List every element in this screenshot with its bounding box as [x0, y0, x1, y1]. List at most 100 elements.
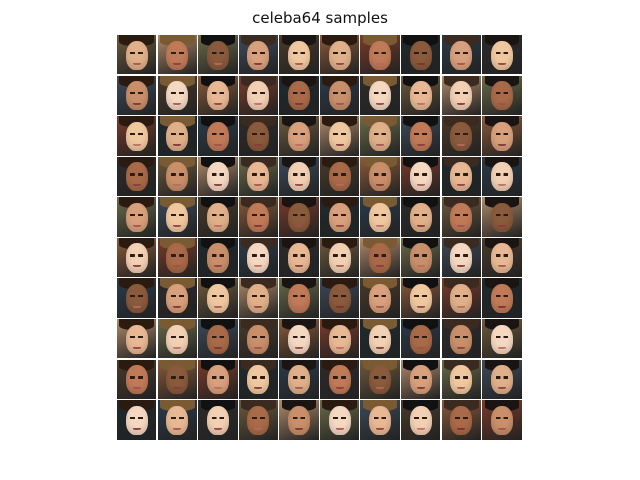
face-eyes: [373, 295, 387, 298]
face-eyes: [211, 173, 225, 176]
face-mouth: [173, 143, 182, 146]
sample-image: [482, 156, 522, 197]
sample-image: [117, 278, 157, 318]
sample-image: [319, 237, 360, 278]
face-eyes: [414, 416, 428, 420]
sample-image: [198, 319, 238, 359]
sample-image: [441, 237, 482, 278]
sample-image: [198, 75, 238, 115]
face-eyes: [170, 173, 184, 176]
face-mouth: [295, 184, 303, 187]
face-eyes: [252, 376, 265, 379]
face-mouth: [173, 265, 182, 268]
sample-image: [482, 278, 522, 318]
face-mouth: [497, 265, 506, 268]
face-mouth: [254, 387, 263, 390]
face-eyes: [373, 51, 387, 54]
face-eyes: [292, 376, 306, 379]
sample-image: [441, 156, 482, 197]
face-eyes: [211, 254, 225, 257]
sample-image: [238, 116, 279, 156]
face-eyes: [292, 295, 306, 298]
sample-image: [482, 75, 522, 115]
face-mouth: [173, 427, 182, 430]
sample-image: [198, 278, 238, 318]
face-mouth: [376, 184, 385, 187]
sample-image: [319, 116, 360, 156]
face-mouth: [173, 224, 182, 227]
face-eyes: [292, 173, 306, 176]
face-eyes: [170, 51, 184, 54]
sample-image: [401, 116, 441, 156]
face-mouth: [416, 143, 425, 146]
sample-image: [198, 156, 238, 197]
sample-image: [238, 35, 279, 75]
face-eyes: [455, 254, 468, 257]
face-mouth: [132, 346, 141, 349]
face-eyes: [455, 376, 468, 379]
face-mouth: [295, 265, 303, 268]
sample-image: [279, 400, 319, 440]
face-eyes: [333, 213, 346, 217]
sample-image: [441, 400, 482, 440]
face-mouth: [457, 103, 466, 106]
sample-image: [441, 197, 482, 237]
sample-image: [319, 75, 360, 115]
face-eyes: [495, 335, 509, 338]
face-mouth: [457, 143, 466, 146]
face-mouth: [213, 387, 222, 390]
sample-image: [319, 359, 360, 400]
sample-image: [238, 359, 279, 400]
sample-image: [157, 319, 197, 359]
face-eyes: [292, 92, 306, 95]
face-mouth: [335, 143, 344, 146]
face-mouth: [457, 306, 466, 308]
face-mouth: [416, 427, 425, 430]
sample-image: [117, 400, 157, 440]
face-eyes: [292, 51, 306, 54]
face-eyes: [414, 173, 428, 176]
face-mouth: [416, 184, 425, 187]
face-mouth: [173, 306, 182, 308]
face-mouth: [213, 143, 222, 146]
face-eyes: [333, 254, 346, 257]
face-mouth: [213, 346, 222, 349]
sample-image: [482, 400, 522, 440]
sample-image: [157, 156, 197, 197]
sample-image: [198, 197, 238, 237]
sample-image: [238, 156, 279, 197]
sample-image: [401, 156, 441, 197]
face-mouth: [254, 265, 263, 268]
face-mouth: [295, 387, 303, 390]
face-eyes: [333, 92, 346, 95]
sample-image: [401, 75, 441, 115]
face-eyes: [130, 51, 143, 54]
face-mouth: [376, 306, 385, 308]
sample-image: [198, 359, 238, 400]
face-mouth: [254, 306, 263, 308]
face-eyes: [373, 416, 387, 420]
face-eyes: [333, 51, 346, 54]
sample-image: [117, 35, 157, 75]
face-mouth: [376, 143, 385, 146]
sample-image: [198, 237, 238, 278]
face-mouth: [457, 346, 466, 349]
sample-image: [482, 237, 522, 278]
face-mouth: [132, 103, 141, 106]
face-mouth: [173, 62, 182, 65]
face-mouth: [376, 224, 385, 227]
face-eyes: [211, 51, 225, 54]
face-eyes: [252, 335, 265, 338]
face-mouth: [335, 103, 344, 106]
face-eyes: [292, 213, 306, 217]
sample-image: [157, 197, 197, 237]
sample-image: [441, 359, 482, 400]
sample-image: [319, 156, 360, 197]
face-mouth: [457, 265, 466, 268]
sample-image: [441, 116, 482, 156]
sample-image: [117, 359, 157, 400]
face-eyes: [414, 376, 428, 379]
sample-image: [238, 400, 279, 440]
face-eyes: [211, 213, 225, 217]
